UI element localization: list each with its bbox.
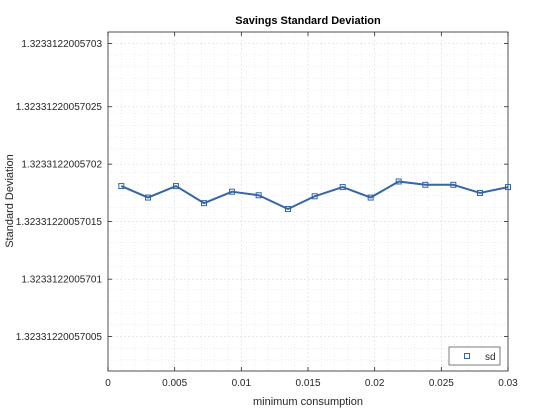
y-axis-label: Standard Deviation [4, 154, 16, 248]
data-point [422, 181, 429, 188]
x-tick-label: 0 [105, 378, 111, 389]
data-point [118, 183, 125, 190]
y-tick-label: 1.32331220057005 [16, 332, 103, 343]
data-point [450, 181, 457, 188]
data-point [477, 189, 483, 196]
data-point [505, 184, 511, 191]
y-axis: 1.3233122005703 1.32331220057025 1.3233122… [16, 39, 508, 343]
data-point [255, 192, 262, 199]
x-tick-label: 0.03 [498, 378, 518, 389]
x-axis-label: minimum consumption [253, 396, 363, 408]
data-point [229, 188, 235, 195]
data-point [173, 183, 179, 190]
legend-marker-square [464, 353, 470, 359]
data-point [311, 193, 318, 200]
y-tick-label: 1.32331220057015 [16, 217, 103, 228]
y-tick-label: 1.3233122005703 [21, 39, 102, 50]
legend: sd [448, 346, 501, 366]
x-tick-label: 0.015 [295, 378, 320, 389]
x-tick-label: 0.025 [429, 378, 454, 389]
series-layer [118, 178, 511, 213]
major-grid [108, 32, 508, 371]
series-line [120, 180, 509, 211]
x-tick-label: 0.02 [365, 378, 385, 389]
x-tick-label: 0.01 [232, 378, 252, 389]
data-point [285, 206, 291, 213]
y-tick-label: 1.3233122005702 [21, 160, 102, 171]
x-axis: 0 0.005 0.01 0.015 0.02 0.025 0.03 [105, 32, 518, 389]
x-tick-label: 0.005 [162, 378, 187, 389]
legend-label: sd [485, 352, 496, 363]
data-point [145, 194, 151, 201]
data-point [339, 184, 346, 191]
chart-title: Savings Standard Deviation [235, 15, 381, 27]
data-point [367, 194, 374, 201]
y-tick-label: 1.3233122005701 [21, 275, 102, 286]
data-point [395, 178, 402, 185]
legend-box [448, 346, 501, 366]
data-point [201, 200, 207, 207]
y-tick-label: 1.32331220057025 [16, 102, 103, 113]
